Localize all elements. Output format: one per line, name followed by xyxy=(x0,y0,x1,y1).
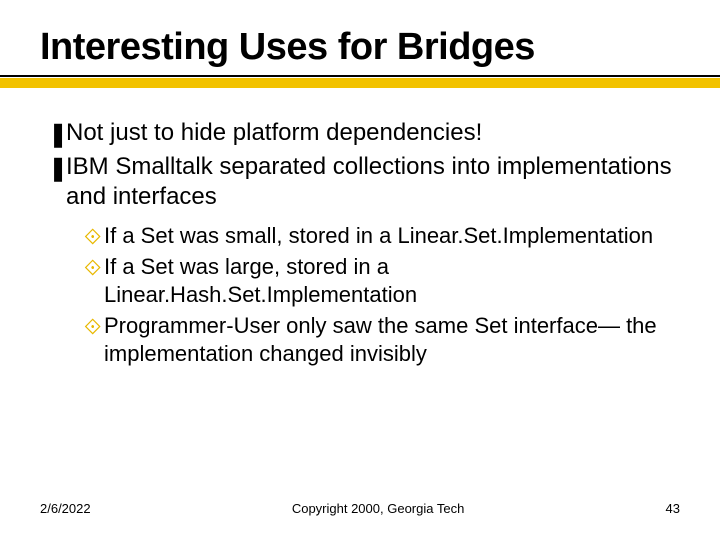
sub-bullet-text: If a Set was small, stored in a Linear.S… xyxy=(104,222,653,250)
footer-page-number: 43 xyxy=(666,501,680,516)
list-item: ⟐ If a Set was small, stored in a Linear… xyxy=(84,222,680,250)
footer: 2/6/2022 Copyright 2000, Georgia Tech 43 xyxy=(40,501,680,516)
list-item: ❚ IBM Smalltalk separated collections in… xyxy=(48,152,680,212)
title-underline xyxy=(40,74,680,92)
sub-bullet-marker: ⟐ xyxy=(84,223,104,251)
underline-thin-line xyxy=(0,75,720,77)
bullet-marker: ❚ xyxy=(48,154,66,184)
footer-copyright: Copyright 2000, Georgia Tech xyxy=(292,501,464,516)
list-item: ⟐ Programmer-User only saw the same Set … xyxy=(84,312,680,367)
sub-bullet-text: Programmer-User only saw the same Set in… xyxy=(104,312,680,367)
sub-bullet-marker: ⟐ xyxy=(84,313,104,341)
sub-bullet-marker: ⟐ xyxy=(84,254,104,282)
sub-list: ⟐ If a Set was small, stored in a Linear… xyxy=(48,222,680,368)
bullet-text: Not just to hide platform dependencies! xyxy=(66,118,482,148)
sub-bullet-text: If a Set was large, stored in a Linear.H… xyxy=(104,253,680,308)
slide: Interesting Uses for Bridges ❚ Not just … xyxy=(0,0,720,540)
bullet-marker: ❚ xyxy=(48,120,66,150)
content-area: ❚ Not just to hide platform dependencies… xyxy=(40,118,680,368)
list-item: ❚ Not just to hide platform dependencies… xyxy=(48,118,680,148)
bullet-text: IBM Smalltalk separated collections into… xyxy=(66,152,680,212)
list-item: ⟐ If a Set was large, stored in a Linear… xyxy=(84,253,680,308)
footer-date: 2/6/2022 xyxy=(40,501,91,516)
page-title: Interesting Uses for Bridges xyxy=(40,28,680,68)
underline-highlight xyxy=(0,78,720,88)
